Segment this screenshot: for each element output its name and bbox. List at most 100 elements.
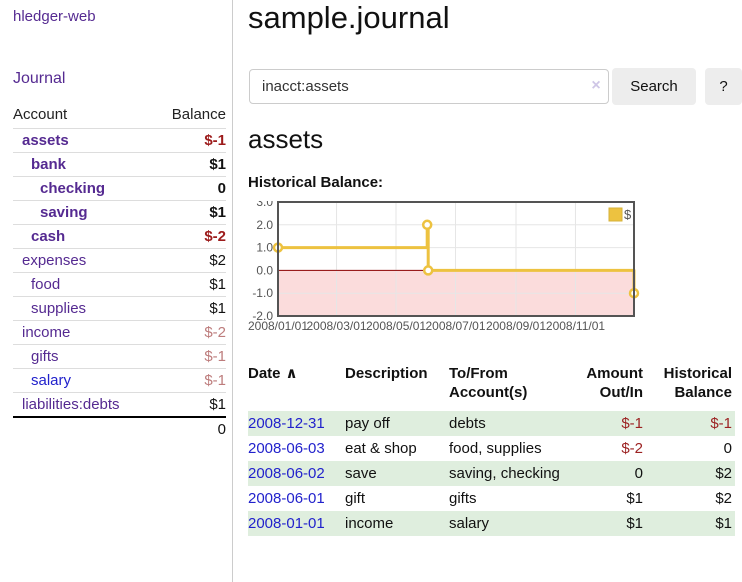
column-header-date[interactable]: Date ∧ xyxy=(248,365,298,382)
transaction-accounts: food, supplies xyxy=(449,440,542,457)
account-row: liabilities:debts $1 xyxy=(13,392,226,417)
column-header-accounts: To/From Account(s) xyxy=(449,365,528,401)
account-balance: $2 xyxy=(154,248,226,273)
app-title-link[interactable]: hledger-web xyxy=(13,8,96,25)
sort-asc-icon: ∧ xyxy=(285,365,298,382)
search-button[interactable]: Search xyxy=(612,68,696,105)
transaction-balance: $-1 xyxy=(710,415,732,432)
register-row: 2008-12-31 pay off debts $-1 $-1 xyxy=(248,411,735,436)
page-title: sample.journal xyxy=(248,0,450,35)
y-axis-tick-label: 1.0 xyxy=(256,241,273,255)
transaction-amount: $-1 xyxy=(621,415,643,432)
account-row: cash $-2 xyxy=(13,224,226,249)
transaction-balance: $2 xyxy=(715,490,732,507)
account-heading: assets xyxy=(248,124,324,154)
transaction-date-link[interactable]: 2008-01-01 xyxy=(248,515,325,532)
accounts-header-account: Account xyxy=(13,106,68,123)
transaction-accounts: salary xyxy=(449,515,490,532)
transaction-balance: $2 xyxy=(715,465,732,482)
account-balance: $-2 xyxy=(154,320,226,345)
account-balance: $1 xyxy=(154,272,226,297)
sidebar-account-gifts[interactable]: gifts xyxy=(31,348,59,365)
account-row: assets $-1 xyxy=(13,128,226,153)
chart-legend: $ xyxy=(608,207,632,222)
sidebar: hledger-web Journal Account Balance asse… xyxy=(0,0,233,582)
transaction-amount: 0 xyxy=(634,465,643,482)
sidebar-account-bank[interactable]: bank xyxy=(31,156,67,173)
search-input[interactable] xyxy=(249,69,609,104)
account-balance: $-1 xyxy=(154,368,226,393)
transaction-amount: $-2 xyxy=(621,440,643,457)
sidebar-account-assets[interactable]: assets xyxy=(22,132,69,149)
help-button[interactable]: ? xyxy=(705,68,742,105)
register-row: 2008-06-02 save saving, checking 0 $2 xyxy=(248,461,735,486)
transaction-balance: 0 xyxy=(723,440,732,457)
transaction-amount: $1 xyxy=(626,515,643,532)
transaction-date-link[interactable]: 2008-06-03 xyxy=(248,440,325,457)
sidebar-account-supplies[interactable]: supplies xyxy=(31,300,87,317)
sidebar-account-food[interactable]: food xyxy=(31,276,61,293)
account-balance: $1 xyxy=(154,200,226,225)
accounts-total-row: 0 xyxy=(13,416,226,441)
transaction-date-link[interactable]: 2008-12-31 xyxy=(248,415,325,432)
transaction-description: eat & shop xyxy=(345,440,417,457)
account-balance: $-2 xyxy=(154,224,226,249)
y-axis-tick-label: -1.0 xyxy=(252,286,273,300)
register-row: 2008-06-03 eat & shop food, supplies $-2 0 xyxy=(248,436,735,461)
sidebar-account-expenses[interactable]: expenses xyxy=(22,252,87,269)
account-row: saving $1 xyxy=(13,200,226,225)
sidebar-account-checking[interactable]: checking xyxy=(40,180,106,197)
account-row: expenses $2 xyxy=(13,248,226,273)
account-balance: $1 xyxy=(154,152,226,177)
y-axis-tick-label: 3.0 xyxy=(256,201,273,209)
sidebar-account-income[interactable]: income xyxy=(22,324,71,341)
account-row: bank $1 xyxy=(13,152,226,177)
account-row: gifts $-1 xyxy=(13,344,226,369)
x-axis-tick-label: 2008/09/01 xyxy=(486,319,546,333)
account-row: income $-2 xyxy=(13,320,226,345)
account-balance: 0 xyxy=(154,176,226,201)
clear-search-icon[interactable]: × xyxy=(591,77,601,94)
register-table: Date ∧ Description To/From Account(s) Amo… xyxy=(248,358,735,536)
transaction-description: pay off xyxy=(345,415,390,432)
sidebar-account-saving[interactable]: saving xyxy=(40,204,88,221)
x-axis-tick-label: 2008/11/01 xyxy=(546,319,605,333)
chart-svg: $3.0 2.0 1.0 0.0 -1.0 -2.02008/01/012008/03/0… xyxy=(248,195,640,333)
main-content: sample.journal × Search ? assets Histori… xyxy=(248,0,742,582)
account-row: checking 0 xyxy=(13,176,226,201)
transaction-description: save xyxy=(345,465,377,482)
sidebar-item-journal[interactable]: Journal xyxy=(13,70,66,87)
accounts-total-value: 0 xyxy=(154,416,226,441)
transaction-accounts: gifts xyxy=(449,490,477,507)
transaction-date-link[interactable]: 2008-06-02 xyxy=(248,465,325,482)
sidebar-account-liabilities-debts[interactable]: liabilities:debts xyxy=(22,396,120,413)
transaction-accounts: saving, checking xyxy=(449,465,560,482)
x-axis-tick-label: 2008/03/01 xyxy=(306,319,366,333)
account-balance: $1 xyxy=(154,296,226,321)
transaction-balance: $1 xyxy=(715,515,732,532)
chart-legend-label: $ xyxy=(624,207,632,222)
sidebar-account-salary[interactable]: salary xyxy=(31,372,72,389)
historical-balance-chart: $3.0 2.0 1.0 0.0 -1.0 -2.0 2008/01/01 2008/03/0… xyxy=(248,195,640,335)
accounts-header-balance: Balance xyxy=(171,106,226,123)
account-balance: $1 xyxy=(154,392,226,417)
x-axis-tick-label: 2008/05/01 xyxy=(366,319,426,333)
transaction-description: gift xyxy=(345,490,366,507)
x-axis-tick-label: 2008/01/01 xyxy=(248,319,308,333)
account-row: food $1 xyxy=(13,272,226,297)
register-row: 2008-06-01 gift gifts $1 $2 xyxy=(248,486,735,511)
column-header-amount: Amount Out/In xyxy=(586,365,643,401)
account-row: supplies $1 xyxy=(13,296,226,321)
transaction-description: income xyxy=(345,515,394,532)
column-header-balance: Historical Balance xyxy=(663,365,732,401)
accounts-table: Account Balance assets $-1 bank $1 checking 0… xyxy=(13,102,226,441)
sidebar-account-cash[interactable]: cash xyxy=(31,228,66,245)
transaction-amount: $1 xyxy=(626,490,643,507)
search-form: × Search ? xyxy=(249,68,742,105)
column-header-description: Description xyxy=(345,365,428,382)
x-axis-tick-label: 2008/07/01 xyxy=(425,319,485,333)
y-axis-tick-label: -2.0 xyxy=(252,309,273,323)
account-balance: $-1 xyxy=(154,128,226,153)
y-axis-tick-label: 2.0 xyxy=(256,218,273,232)
transaction-date-link[interactable]: 2008-06-01 xyxy=(248,490,325,507)
